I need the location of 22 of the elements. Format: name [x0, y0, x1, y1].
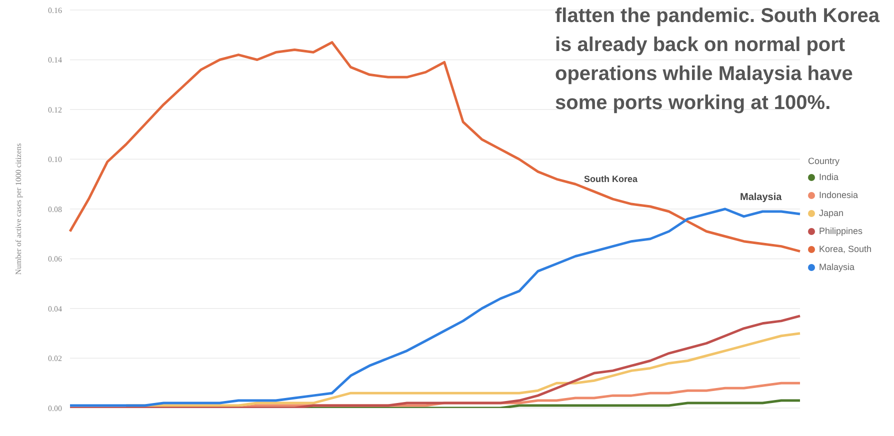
legend-title: Country — [808, 156, 841, 166]
y-tick-label: 0.06 — [48, 254, 62, 264]
annotation: South Korea — [584, 174, 638, 184]
y-tick-label: 0.12 — [48, 105, 62, 114]
legend-label: Japan — [819, 208, 844, 218]
line-series — [68, 208, 802, 407]
legend-label: Korea, South — [819, 244, 872, 254]
y-axis-title: Number of active cases per 1000 citizens — [14, 143, 23, 275]
y-tick-label: 0.16 — [48, 6, 62, 15]
y-tick-label: 0.02 — [48, 354, 62, 364]
annotation: Malaysia — [740, 192, 782, 203]
y-tick-label: 0.10 — [48, 155, 62, 164]
line-series — [68, 314, 802, 408]
legend-label: India — [819, 172, 839, 182]
y-tick-label: 0.00 — [48, 404, 62, 413]
annotation: flatten the pandemic. South Korea is already back on normal port operations while Malaysia have some ports working at 100%. — [555, 4, 881, 116]
legend-label: Philippines — [819, 226, 863, 236]
legend-label: Indonesia — [819, 190, 858, 200]
y-tick-label: 0.14 — [48, 56, 62, 65]
y-tick-label: 0.04 — [48, 304, 62, 314]
y-tick-label: 0.08 — [48, 204, 62, 214]
legend-label: Malaysia — [819, 262, 855, 272]
